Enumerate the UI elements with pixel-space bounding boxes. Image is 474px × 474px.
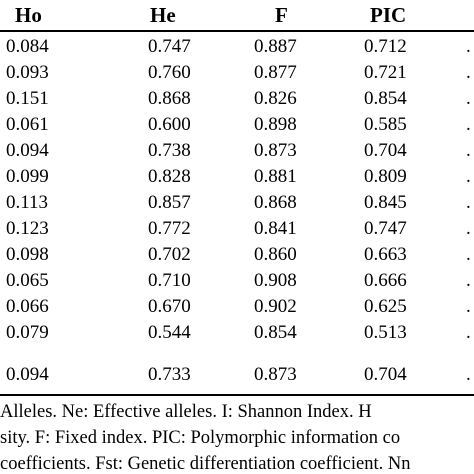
cell-pic: 0.712 <box>364 36 407 57</box>
cell-ho: 0.094 <box>6 140 49 161</box>
row-trailing-mark: . <box>466 322 471 343</box>
cell-pic: 0.585 <box>364 114 407 135</box>
cell-he: 0.600 <box>148 114 191 135</box>
row-trailing-mark: . <box>466 192 471 213</box>
cell-ho: 0.094 <box>6 364 49 385</box>
cell-f: 0.860 <box>254 244 297 265</box>
row-trailing-mark: . <box>466 62 471 83</box>
cell-he: 0.670 <box>148 296 191 317</box>
row-trailing-mark: . <box>466 166 471 187</box>
cell-ho: 0.065 <box>6 270 49 291</box>
cell-f: 0.873 <box>254 140 297 161</box>
table-row: 0.113 0.857 0.868 0.845 . <box>0 190 474 216</box>
table-row: 0.079 0.544 0.854 0.513 . <box>0 320 474 346</box>
row-trailing-mark: . <box>466 88 471 109</box>
cell-pic: 0.845 <box>364 192 407 213</box>
header-rule <box>0 30 474 32</box>
header-pic: PIC <box>370 3 407 27</box>
cell-f: 0.868 <box>254 192 297 213</box>
cell-pic: 0.704 <box>364 140 407 161</box>
table-row: 0.099 0.828 0.881 0.809 . <box>0 164 474 190</box>
cell-ho: 0.151 <box>6 88 49 109</box>
header-f: F <box>275 3 288 27</box>
cell-he: 0.702 <box>148 244 191 265</box>
cell-f: 0.887 <box>254 36 297 57</box>
row-trailing-mark: . <box>466 244 471 265</box>
cell-f: 0.841 <box>254 218 297 239</box>
table-row: 0.065 0.710 0.908 0.666 . <box>0 268 474 294</box>
footnote-line-1: Alleles. Ne: Effective alleles. I: Shann… <box>0 402 372 422</box>
cell-ho: 0.061 <box>6 114 49 135</box>
cell-ho: 0.098 <box>6 244 49 265</box>
table-row: 0.066 0.670 0.902 0.625 . <box>0 294 474 320</box>
cell-he: 0.772 <box>148 218 191 239</box>
cell-f: 0.877 <box>254 62 297 83</box>
cell-f: 0.854 <box>254 322 297 343</box>
cell-pic: 0.854 <box>364 88 407 109</box>
bottom-rule <box>0 394 474 396</box>
cell-he: 0.828 <box>148 166 191 187</box>
cell-f: 0.826 <box>254 88 297 109</box>
table-row: 0.123 0.772 0.841 0.747 . <box>0 216 474 242</box>
cell-ho: 0.099 <box>6 166 49 187</box>
cell-he: 0.710 <box>148 270 191 291</box>
cell-he: 0.733 <box>148 364 191 385</box>
cell-ho: 0.079 <box>6 322 49 343</box>
header-he: He <box>150 3 176 27</box>
footnote-line-3: coefficients. Fst: Genetic differentiati… <box>0 454 411 474</box>
cell-he: 0.868 <box>148 88 191 109</box>
cell-ho: 0.123 <box>6 218 49 239</box>
cell-ho: 0.066 <box>6 296 49 317</box>
table-row: 0.061 0.600 0.898 0.585 . <box>0 112 474 138</box>
table-row: 0.098 0.702 0.860 0.663 . <box>0 242 474 268</box>
row-trailing-mark: . <box>466 114 471 135</box>
cell-he: 0.738 <box>148 140 191 161</box>
cell-pic: 0.663 <box>364 244 407 265</box>
cell-f: 0.902 <box>254 296 297 317</box>
header-ho: Ho <box>15 3 42 27</box>
cell-f: 0.908 <box>254 270 297 291</box>
row-trailing-mark: . <box>466 364 471 385</box>
row-trailing-mark: . <box>466 296 471 317</box>
cell-he: 0.544 <box>148 322 191 343</box>
row-trailing-mark: . <box>466 36 471 57</box>
cell-he: 0.760 <box>148 62 191 83</box>
row-trailing-mark: . <box>466 270 471 291</box>
cell-f: 0.881 <box>254 166 297 187</box>
cell-f: 0.873 <box>254 364 297 385</box>
cell-f: 0.898 <box>254 114 297 135</box>
cell-ho: 0.093 <box>6 62 49 83</box>
table-row: 0.084 0.747 0.887 0.712 . <box>0 34 474 60</box>
cell-ho: 0.084 <box>6 36 49 57</box>
cell-he: 0.747 <box>148 36 191 57</box>
cell-pic: 0.513 <box>364 322 407 343</box>
cell-pic: 0.809 <box>364 166 407 187</box>
cell-pic: 0.704 <box>364 364 407 385</box>
table-row: 0.094 0.738 0.873 0.704 . <box>0 138 474 164</box>
cell-he: 0.857 <box>148 192 191 213</box>
table-row: 0.093 0.760 0.877 0.721 . <box>0 60 474 86</box>
cell-pic: 0.747 <box>364 218 407 239</box>
cell-pic: 0.721 <box>364 62 407 83</box>
row-trailing-mark: . <box>466 218 471 239</box>
cell-pic: 0.666 <box>364 270 407 291</box>
table-row-summary: 0.094 0.733 0.873 0.704 . <box>0 362 474 388</box>
footnote-line-2: sity. F: Fixed index. PIC: Polymorphic i… <box>0 428 401 448</box>
table-row: 0.151 0.868 0.826 0.854 . <box>0 86 474 112</box>
cell-pic: 0.625 <box>364 296 407 317</box>
cell-ho: 0.113 <box>6 192 49 213</box>
row-trailing-mark: . <box>466 140 471 161</box>
